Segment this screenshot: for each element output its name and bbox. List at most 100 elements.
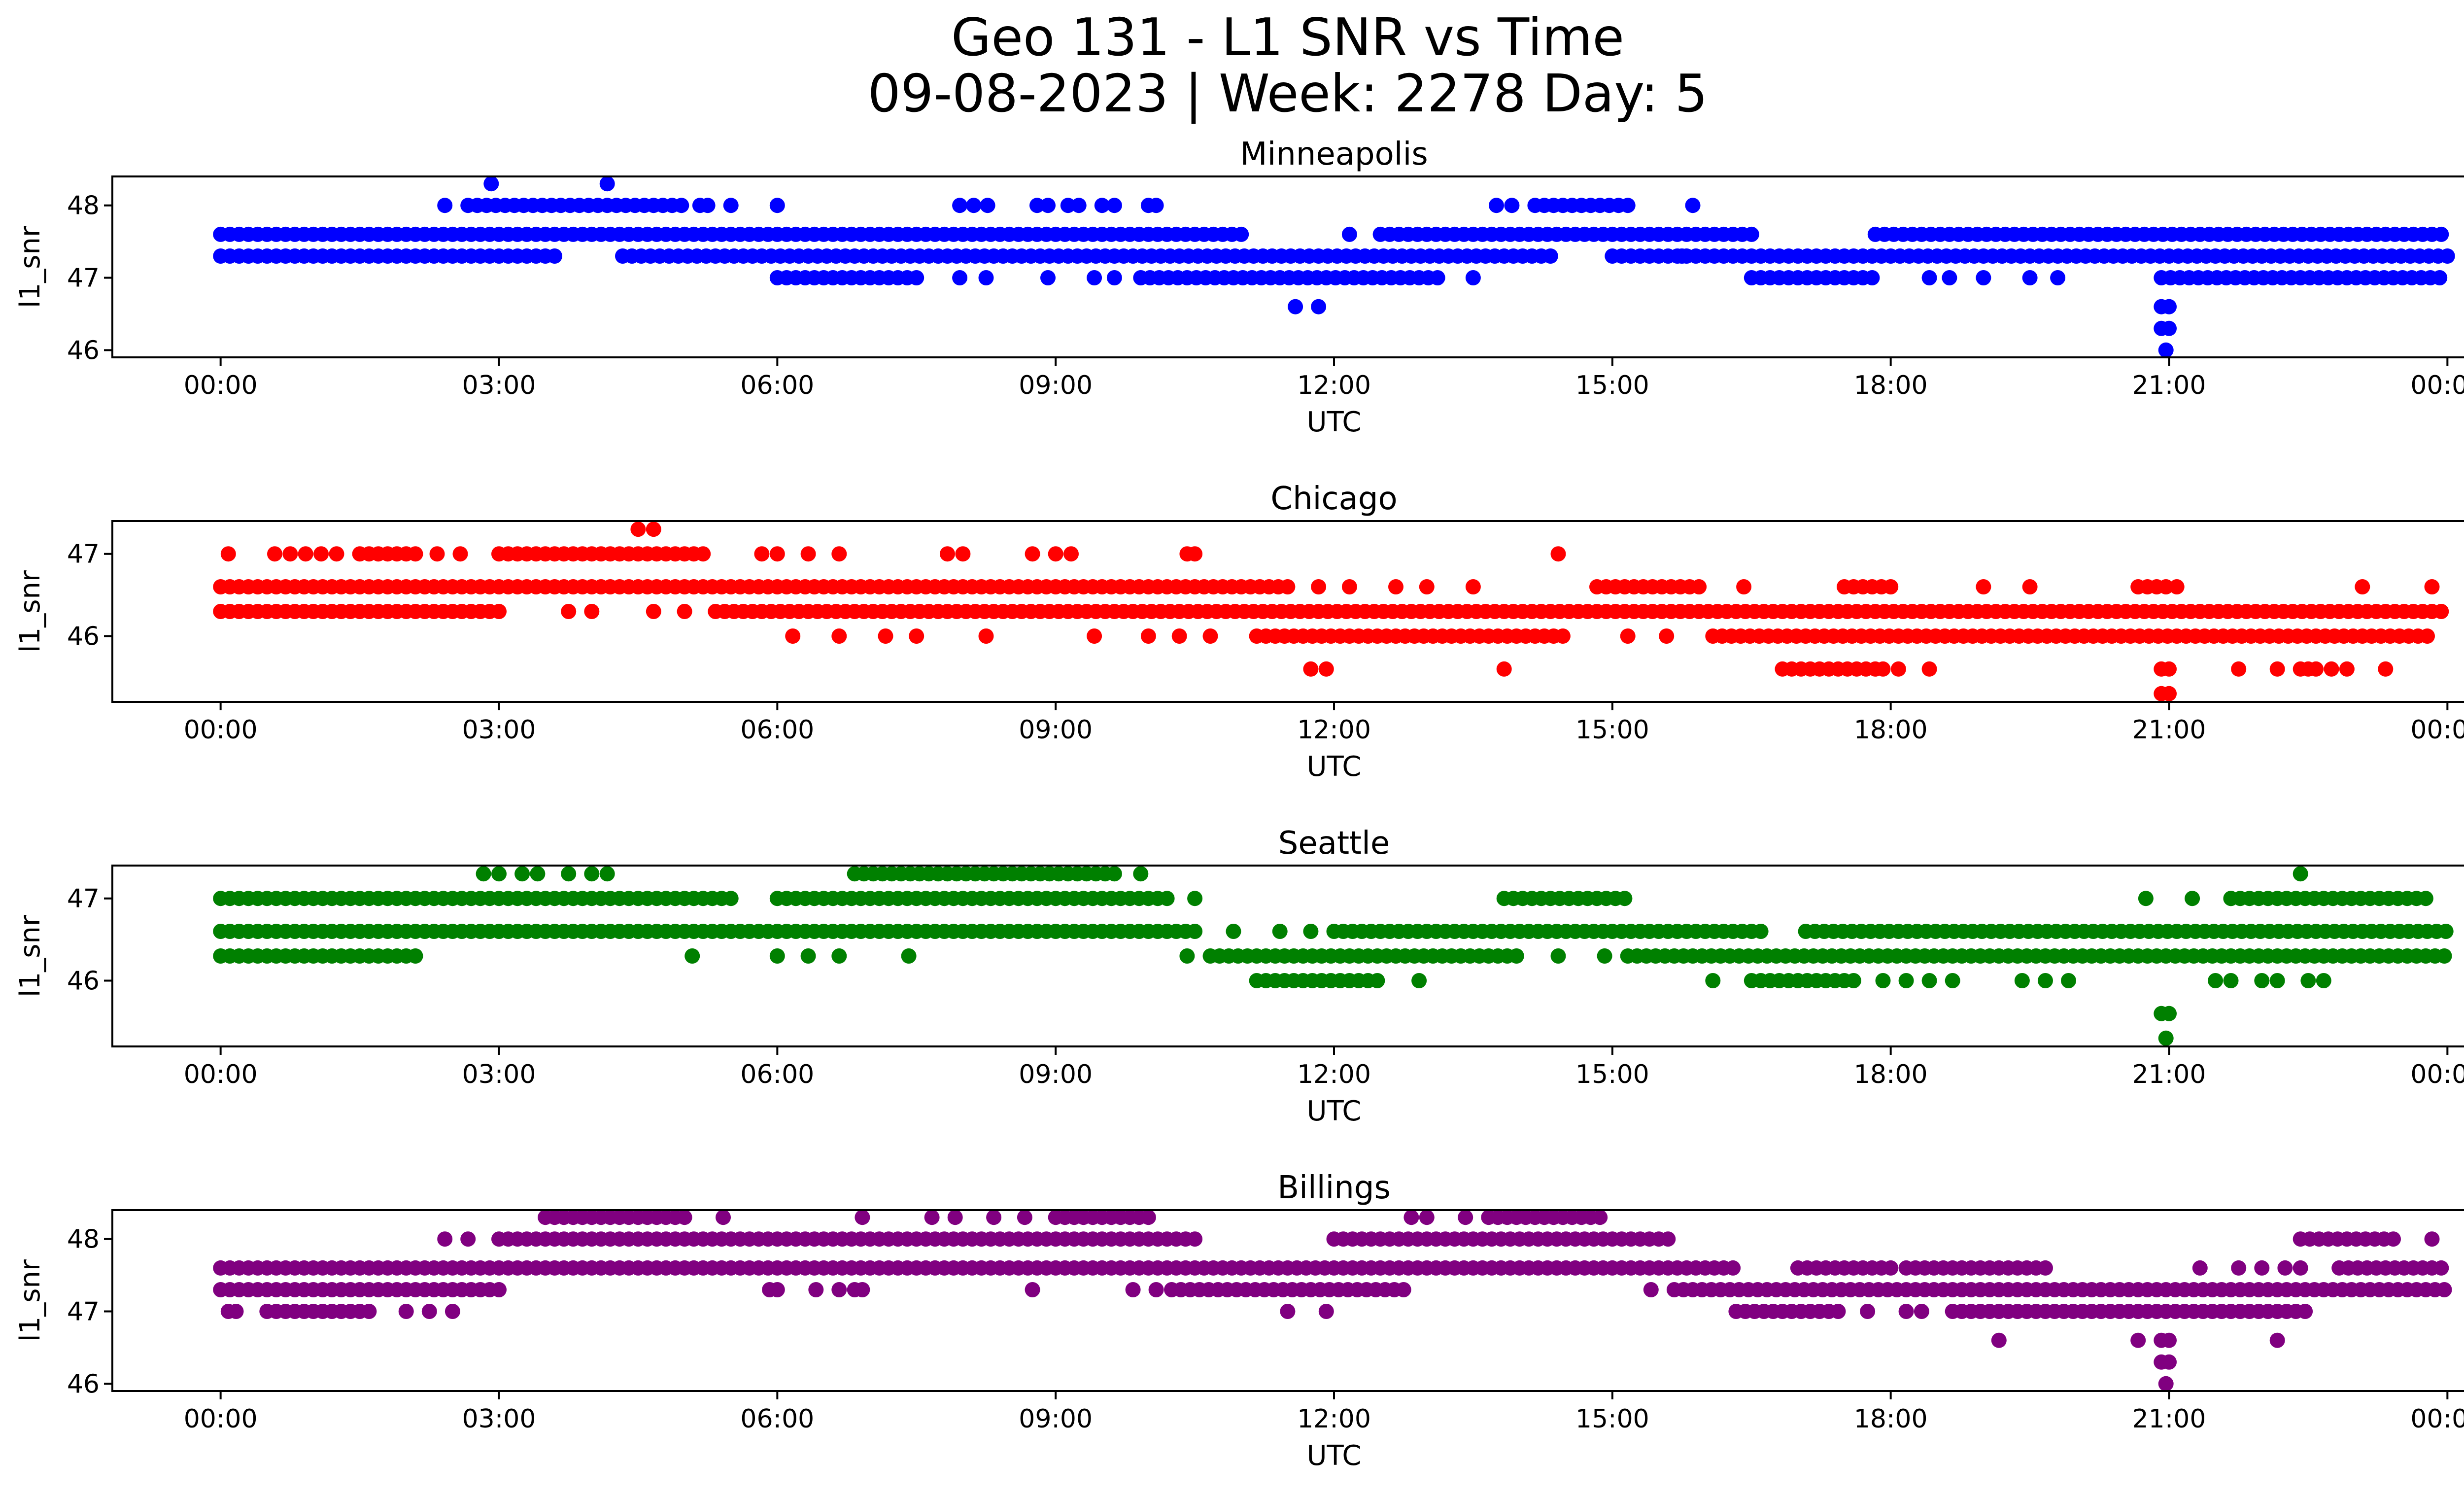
data-point: [2185, 891, 2200, 906]
subplot-seattle: Seattle 00:00 03:00 06:00 09:00 12:00 15:00 18:…: [14, 825, 2464, 1127]
x-tick-label: 15:00: [1575, 715, 1649, 745]
data-point: [2208, 973, 2224, 988]
scatter-points: [213, 866, 2454, 1046]
data-point: [2038, 1260, 2053, 1276]
data-point: [1846, 973, 1861, 988]
data-point: [398, 1304, 414, 1319]
data-point: [800, 948, 816, 964]
data-point: [1419, 579, 1435, 594]
data-point: [2169, 579, 2185, 594]
data-point: [1875, 661, 1891, 677]
data-point: [1496, 661, 1512, 677]
data-point: [1875, 973, 1891, 988]
data-point: [1040, 270, 1056, 285]
data-point: [909, 270, 924, 285]
data-point: [514, 866, 530, 882]
data-point: [313, 546, 329, 562]
data-point: [1550, 546, 1566, 562]
y-tick-label: 46: [67, 1369, 100, 1399]
data-point: [2386, 1231, 2401, 1247]
data-point: [1280, 579, 1296, 594]
data-point: [700, 198, 716, 213]
data-point: [940, 546, 955, 562]
data-point: [646, 604, 661, 619]
data-point: [483, 176, 499, 192]
data-point: [723, 198, 739, 213]
data-point: [1555, 628, 1571, 644]
data-point: [1318, 661, 1334, 677]
data-point: [452, 546, 468, 562]
data-point: [695, 546, 711, 562]
data-point: [952, 198, 968, 213]
data-point: [460, 1231, 476, 1247]
x-axis-label: UTC: [1306, 406, 1361, 438]
data-point: [1303, 661, 1319, 677]
data-point: [630, 522, 646, 537]
data-point: [1048, 546, 1063, 562]
data-point: [1094, 198, 1110, 213]
data-point: [808, 1282, 824, 1297]
data-point: [2269, 973, 2285, 988]
data-point: [1318, 1304, 1334, 1319]
data-point: [437, 1231, 453, 1247]
x-tick-label: 18:00: [1854, 1060, 1928, 1089]
data-point: [1465, 579, 1481, 594]
x-tick-label: 00:00: [2410, 371, 2464, 400]
subplot-title: Billings: [1277, 1170, 1391, 1206]
data-point: [2130, 1332, 2146, 1348]
data-point: [800, 546, 816, 562]
data-point: [1736, 579, 1752, 594]
data-point: [2022, 270, 2038, 285]
figure-title: Geo 131 - L1 SNR vs Time: [951, 7, 1624, 68]
data-point: [1705, 973, 1721, 988]
data-point: [2161, 320, 2177, 336]
x-tick-label: 00:00: [184, 371, 258, 400]
data-point: [1725, 1260, 1741, 1276]
data-point: [1830, 1304, 1846, 1319]
data-point: [1465, 270, 1481, 285]
data-point: [1106, 866, 1122, 882]
data-point: [909, 628, 924, 644]
data-point: [1272, 924, 1288, 939]
data-point: [298, 546, 313, 562]
y-tick-label: 47: [67, 540, 100, 569]
data-point: [2061, 973, 2076, 988]
data-point: [1458, 1210, 1473, 1225]
subplot-chicago: Chicago 00:00 03:00 06:00 09:00 12:00 15:00 18:…: [14, 481, 2464, 783]
data-point: [878, 628, 893, 644]
data-point: [599, 866, 615, 882]
data-point: [1063, 546, 1079, 562]
data-point: [1542, 248, 1558, 264]
data-point: [684, 948, 700, 964]
data-point: [1025, 546, 1040, 562]
data-point: [1388, 579, 1403, 594]
x-tick-label: 00:00: [184, 1404, 258, 1434]
data-point: [1643, 1282, 1659, 1297]
data-point: [947, 1210, 963, 1225]
data-point: [674, 198, 689, 213]
data-point: [1187, 1231, 1203, 1247]
data-point: [361, 1304, 377, 1319]
data-point: [1921, 661, 1937, 677]
data-point: [2324, 661, 2339, 677]
scatter-points: [213, 522, 2449, 701]
x-tick-label: 06:00: [740, 1404, 814, 1434]
data-point: [1025, 1282, 1040, 1297]
data-point: [1148, 198, 1164, 213]
data-point: [1860, 1304, 1876, 1319]
data-point: [1187, 546, 1203, 562]
data-point: [1550, 948, 1566, 964]
data-point: [1411, 973, 1427, 988]
data-point: [547, 248, 562, 264]
data-point: [769, 198, 785, 213]
y-axis-label: l1_snr: [14, 570, 46, 653]
data-point: [1233, 226, 1249, 242]
data-point: [2316, 973, 2331, 988]
data-point: [2424, 1231, 2440, 1247]
data-point: [2339, 661, 2355, 677]
x-axis-label: UTC: [1306, 1095, 1361, 1127]
x-axis-label: UTC: [1306, 1440, 1361, 1472]
data-point: [1430, 270, 1445, 285]
data-point: [2158, 1376, 2174, 1391]
